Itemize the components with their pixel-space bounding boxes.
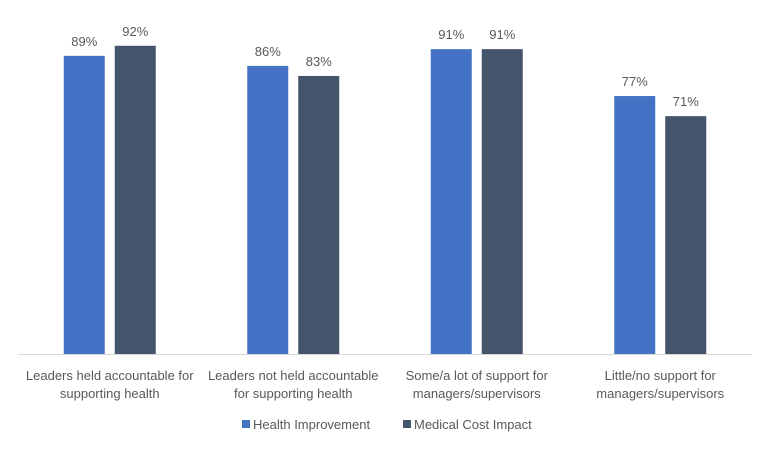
legend-label: Medical Cost Impact — [414, 417, 532, 432]
data-label: 77% — [622, 74, 648, 89]
data-label: 92% — [122, 24, 148, 39]
category-label: for supporting health — [234, 386, 353, 401]
bar-health-improvement — [63, 55, 105, 354]
bar-health-improvement — [614, 96, 656, 355]
data-label: 71% — [673, 94, 699, 109]
data-label: 91% — [438, 27, 464, 42]
bar-medical-cost-impact — [114, 45, 156, 355]
bar-health-improvement — [247, 65, 289, 355]
category-label: managers/supervisors — [596, 386, 724, 401]
category-label: Leaders held accountable for — [26, 368, 194, 383]
bar-medical-cost-impact — [665, 116, 707, 355]
data-label: 91% — [489, 27, 515, 42]
data-label: 89% — [71, 34, 97, 49]
category-label: Some/a lot of support for — [406, 368, 549, 383]
category-label: Leaders not held accountable — [208, 368, 379, 383]
data-label: 83% — [306, 54, 332, 69]
legend-label: Health Improvement — [253, 417, 370, 432]
data-label: 86% — [255, 44, 281, 59]
bar-medical-cost-impact — [298, 75, 340, 354]
category-label: supporting health — [60, 386, 160, 401]
bar-health-improvement — [430, 49, 472, 355]
bar-medical-cost-impact — [481, 49, 523, 355]
category-label: managers/supervisors — [413, 386, 541, 401]
legend-marker — [242, 420, 250, 428]
legend-marker — [403, 420, 411, 428]
category-label: Little/no support for — [605, 368, 717, 383]
